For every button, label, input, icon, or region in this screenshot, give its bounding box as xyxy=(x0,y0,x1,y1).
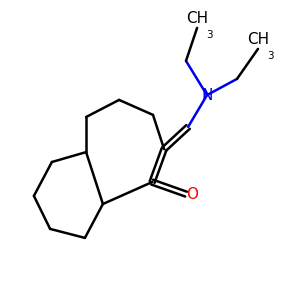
Text: 3: 3 xyxy=(267,50,274,61)
Text: CH: CH xyxy=(186,11,208,26)
Text: O: O xyxy=(187,187,199,202)
Text: 3: 3 xyxy=(206,29,213,40)
Text: CH: CH xyxy=(247,32,269,47)
Text: N: N xyxy=(201,88,213,103)
